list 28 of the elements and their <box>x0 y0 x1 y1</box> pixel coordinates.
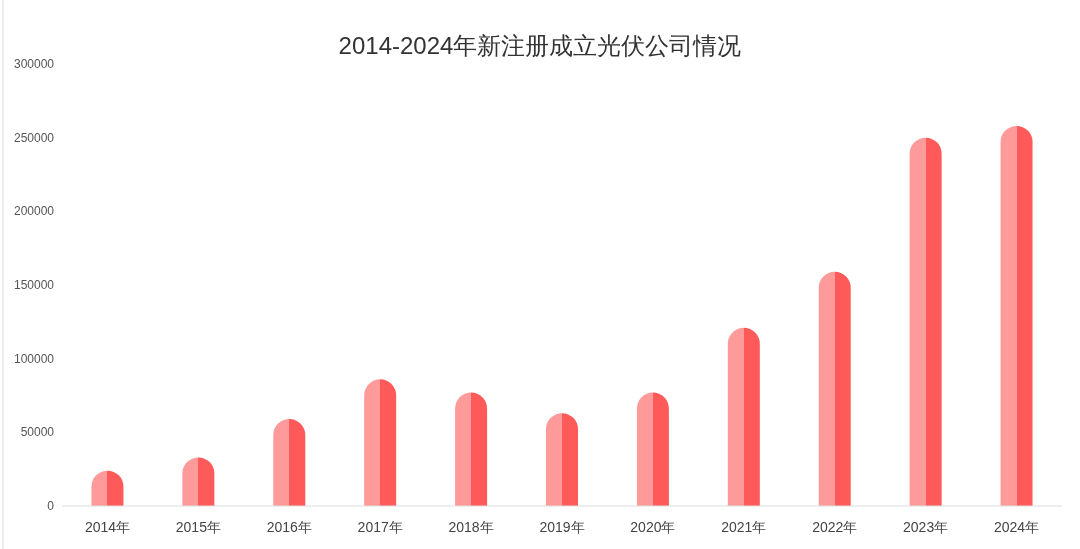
y-tick-label: 150000 <box>13 278 55 292</box>
y-tick-label: 0 <box>47 499 55 513</box>
bar <box>636 392 669 506</box>
bar <box>546 413 578 506</box>
y-tick-label: 200000 <box>13 204 55 219</box>
x-tick-label: 2018年 <box>448 519 494 535</box>
bar <box>455 392 488 506</box>
x-tick-label: 2024年 <box>993 519 1040 535</box>
bar <box>818 271 851 506</box>
y-tick-label: 100000 <box>13 351 55 366</box>
x-tick-label: 2019年 <box>539 519 585 535</box>
bar <box>364 379 397 506</box>
x-tick-label: 2015年 <box>175 519 221 535</box>
bar <box>727 327 760 506</box>
x-tick-label: 2023年 <box>903 519 949 535</box>
x-tick-label: 2017年 <box>357 519 403 535</box>
bar <box>273 419 306 506</box>
x-tick-label: 2022年 <box>812 519 858 535</box>
x-tick-label: 2021年 <box>721 519 767 535</box>
y-tick-label: 50000 <box>20 425 55 440</box>
y-tick-label: 250000 <box>13 130 55 145</box>
chart-title: 2014-2024年新注册成立光伏公司情况 <box>338 32 742 59</box>
x-tick-label: 2020年 <box>630 519 676 535</box>
x-tick-label: 2016年 <box>266 519 312 535</box>
bar <box>909 137 942 506</box>
y-tick-label: 300000 <box>13 57 55 71</box>
x-tick-label: 2014年 <box>84 519 131 535</box>
bar <box>1000 125 1033 506</box>
